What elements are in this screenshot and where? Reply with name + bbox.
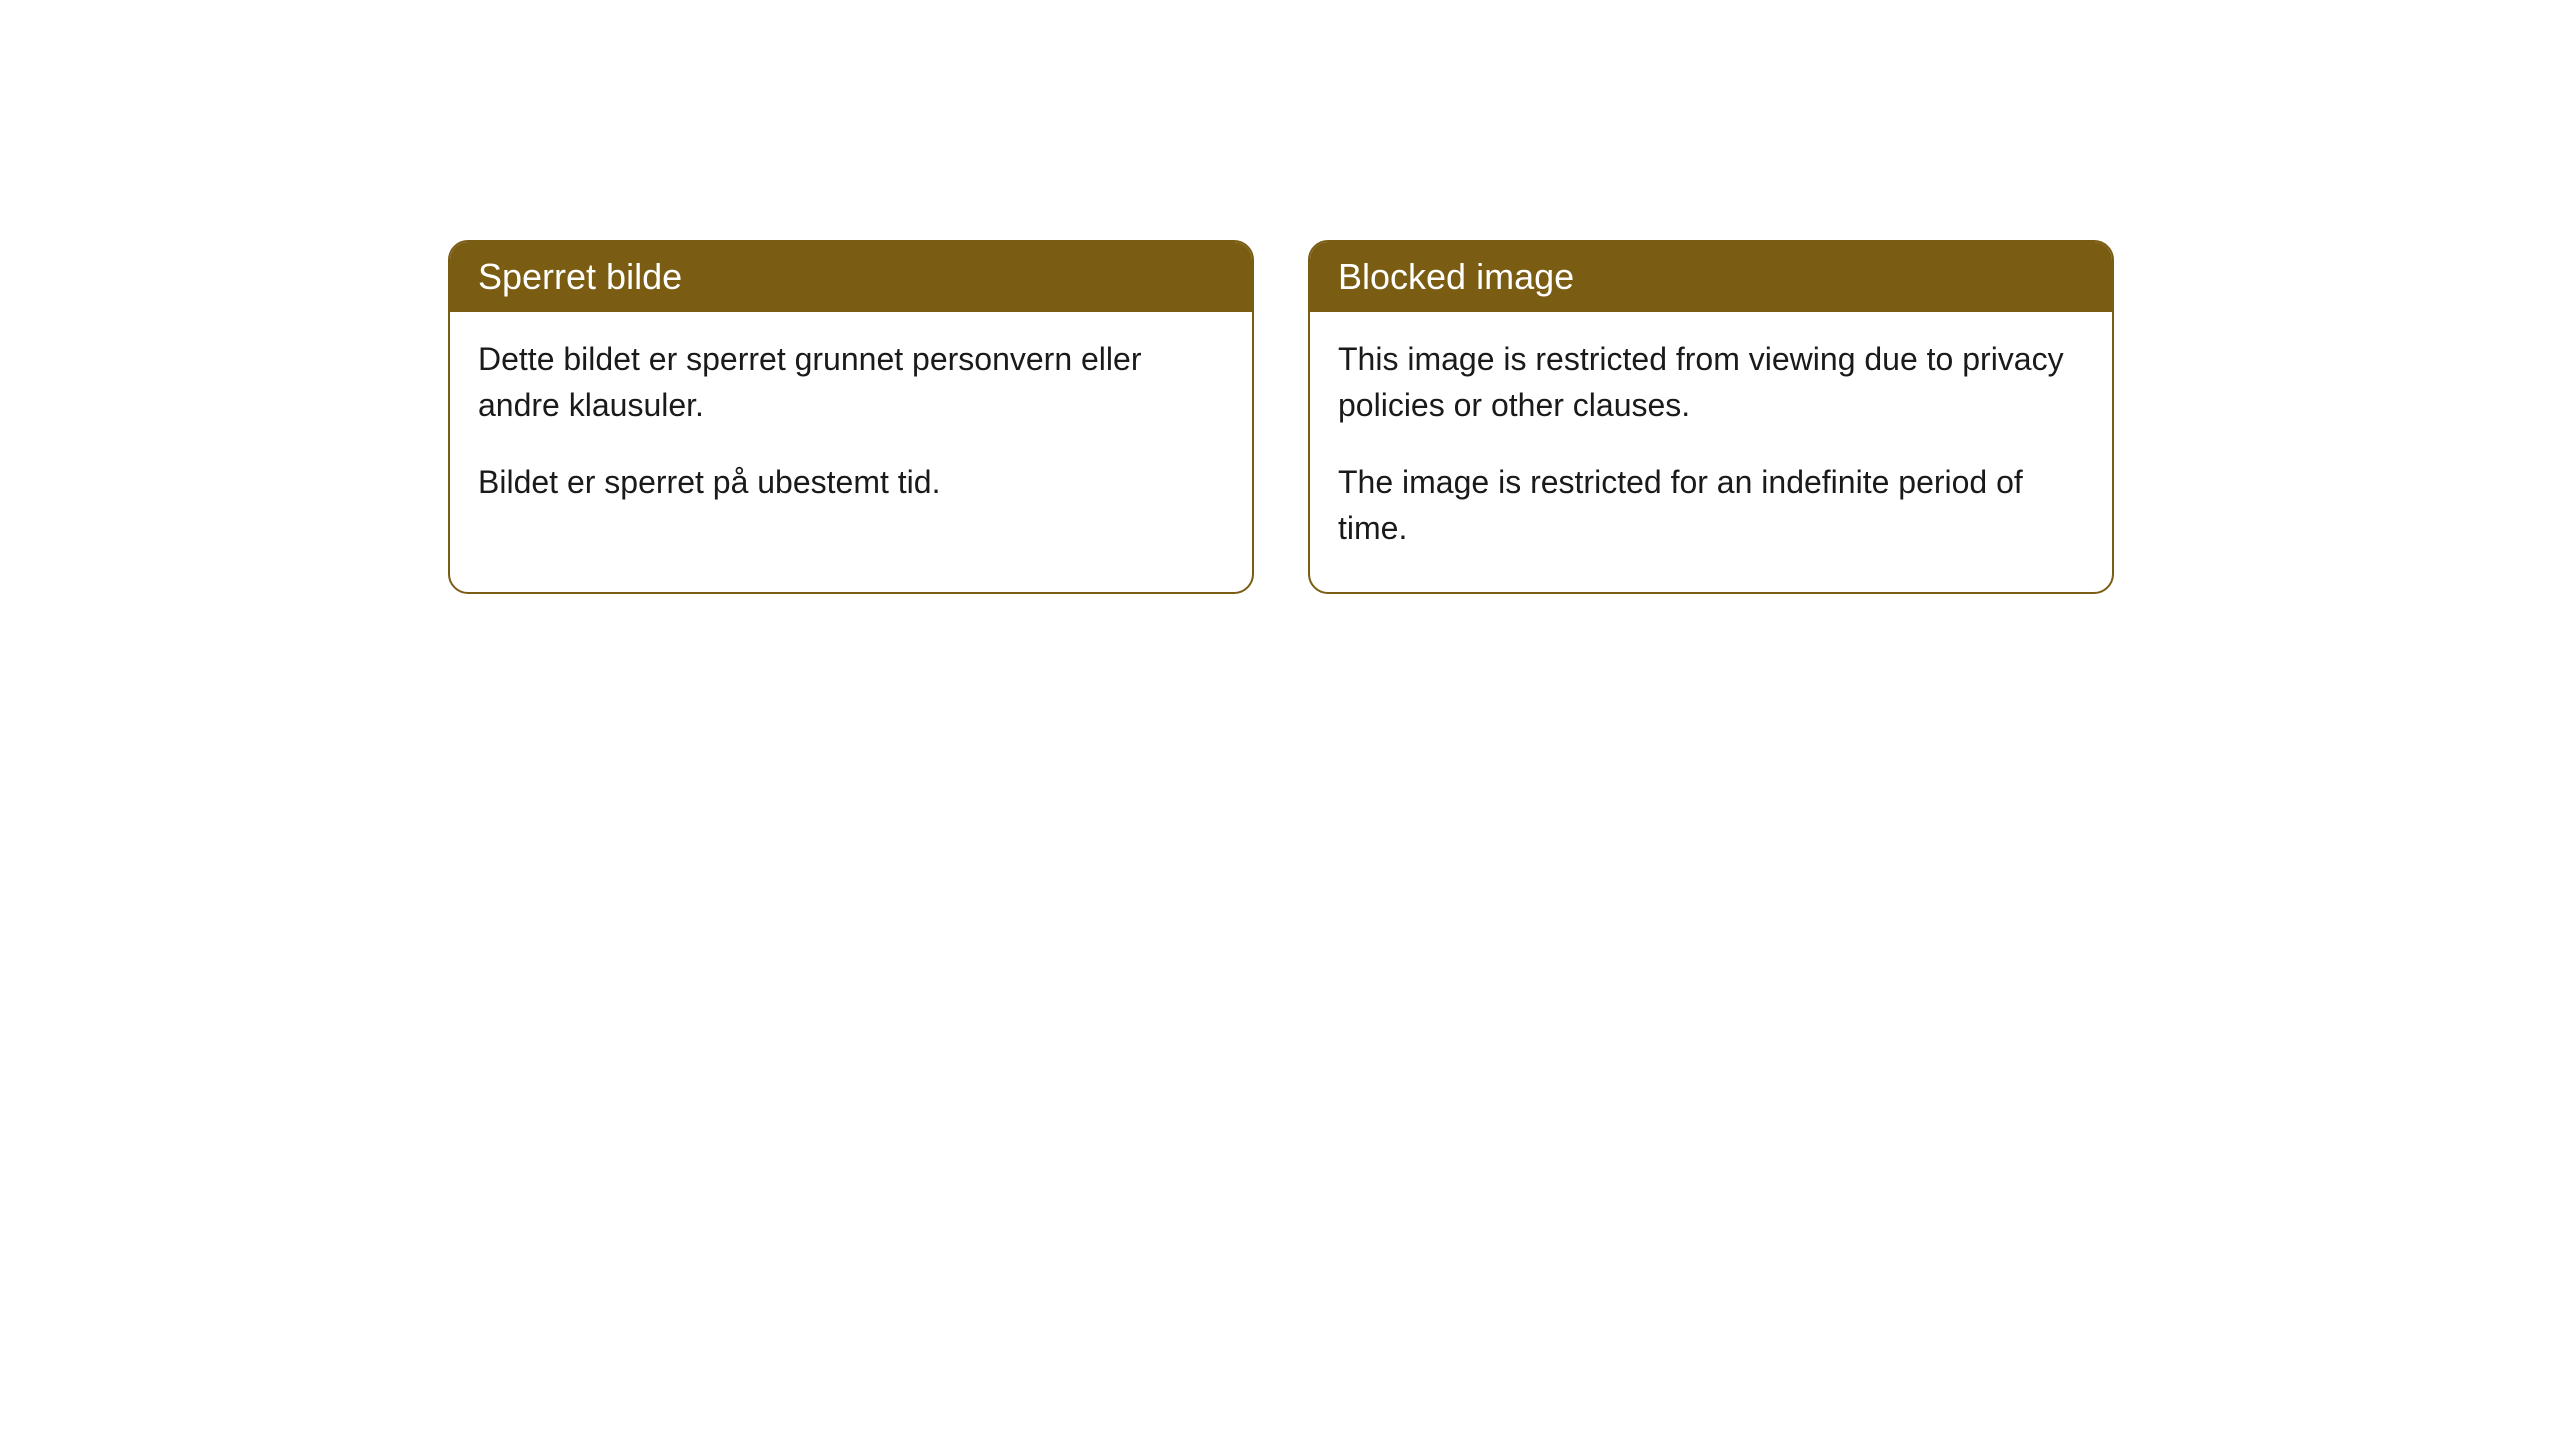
card-paragraph-1: Dette bildet er sperret grunnet personve… (478, 336, 1224, 429)
blocked-image-card-en: Blocked image This image is restricted f… (1308, 240, 2114, 594)
card-body: Dette bildet er sperret grunnet personve… (450, 312, 1252, 545)
card-body: This image is restricted from viewing du… (1310, 312, 2112, 592)
card-paragraph-2: Bildet er sperret på ubestemt tid. (478, 459, 1224, 505)
card-header: Blocked image (1310, 242, 2112, 312)
card-paragraph-1: This image is restricted from viewing du… (1338, 336, 2084, 429)
card-header: Sperret bilde (450, 242, 1252, 312)
blocked-image-card-no: Sperret bilde Dette bildet er sperret gr… (448, 240, 1254, 594)
notice-container: Sperret bilde Dette bildet er sperret gr… (0, 0, 2560, 594)
card-paragraph-2: The image is restricted for an indefinit… (1338, 459, 2084, 552)
